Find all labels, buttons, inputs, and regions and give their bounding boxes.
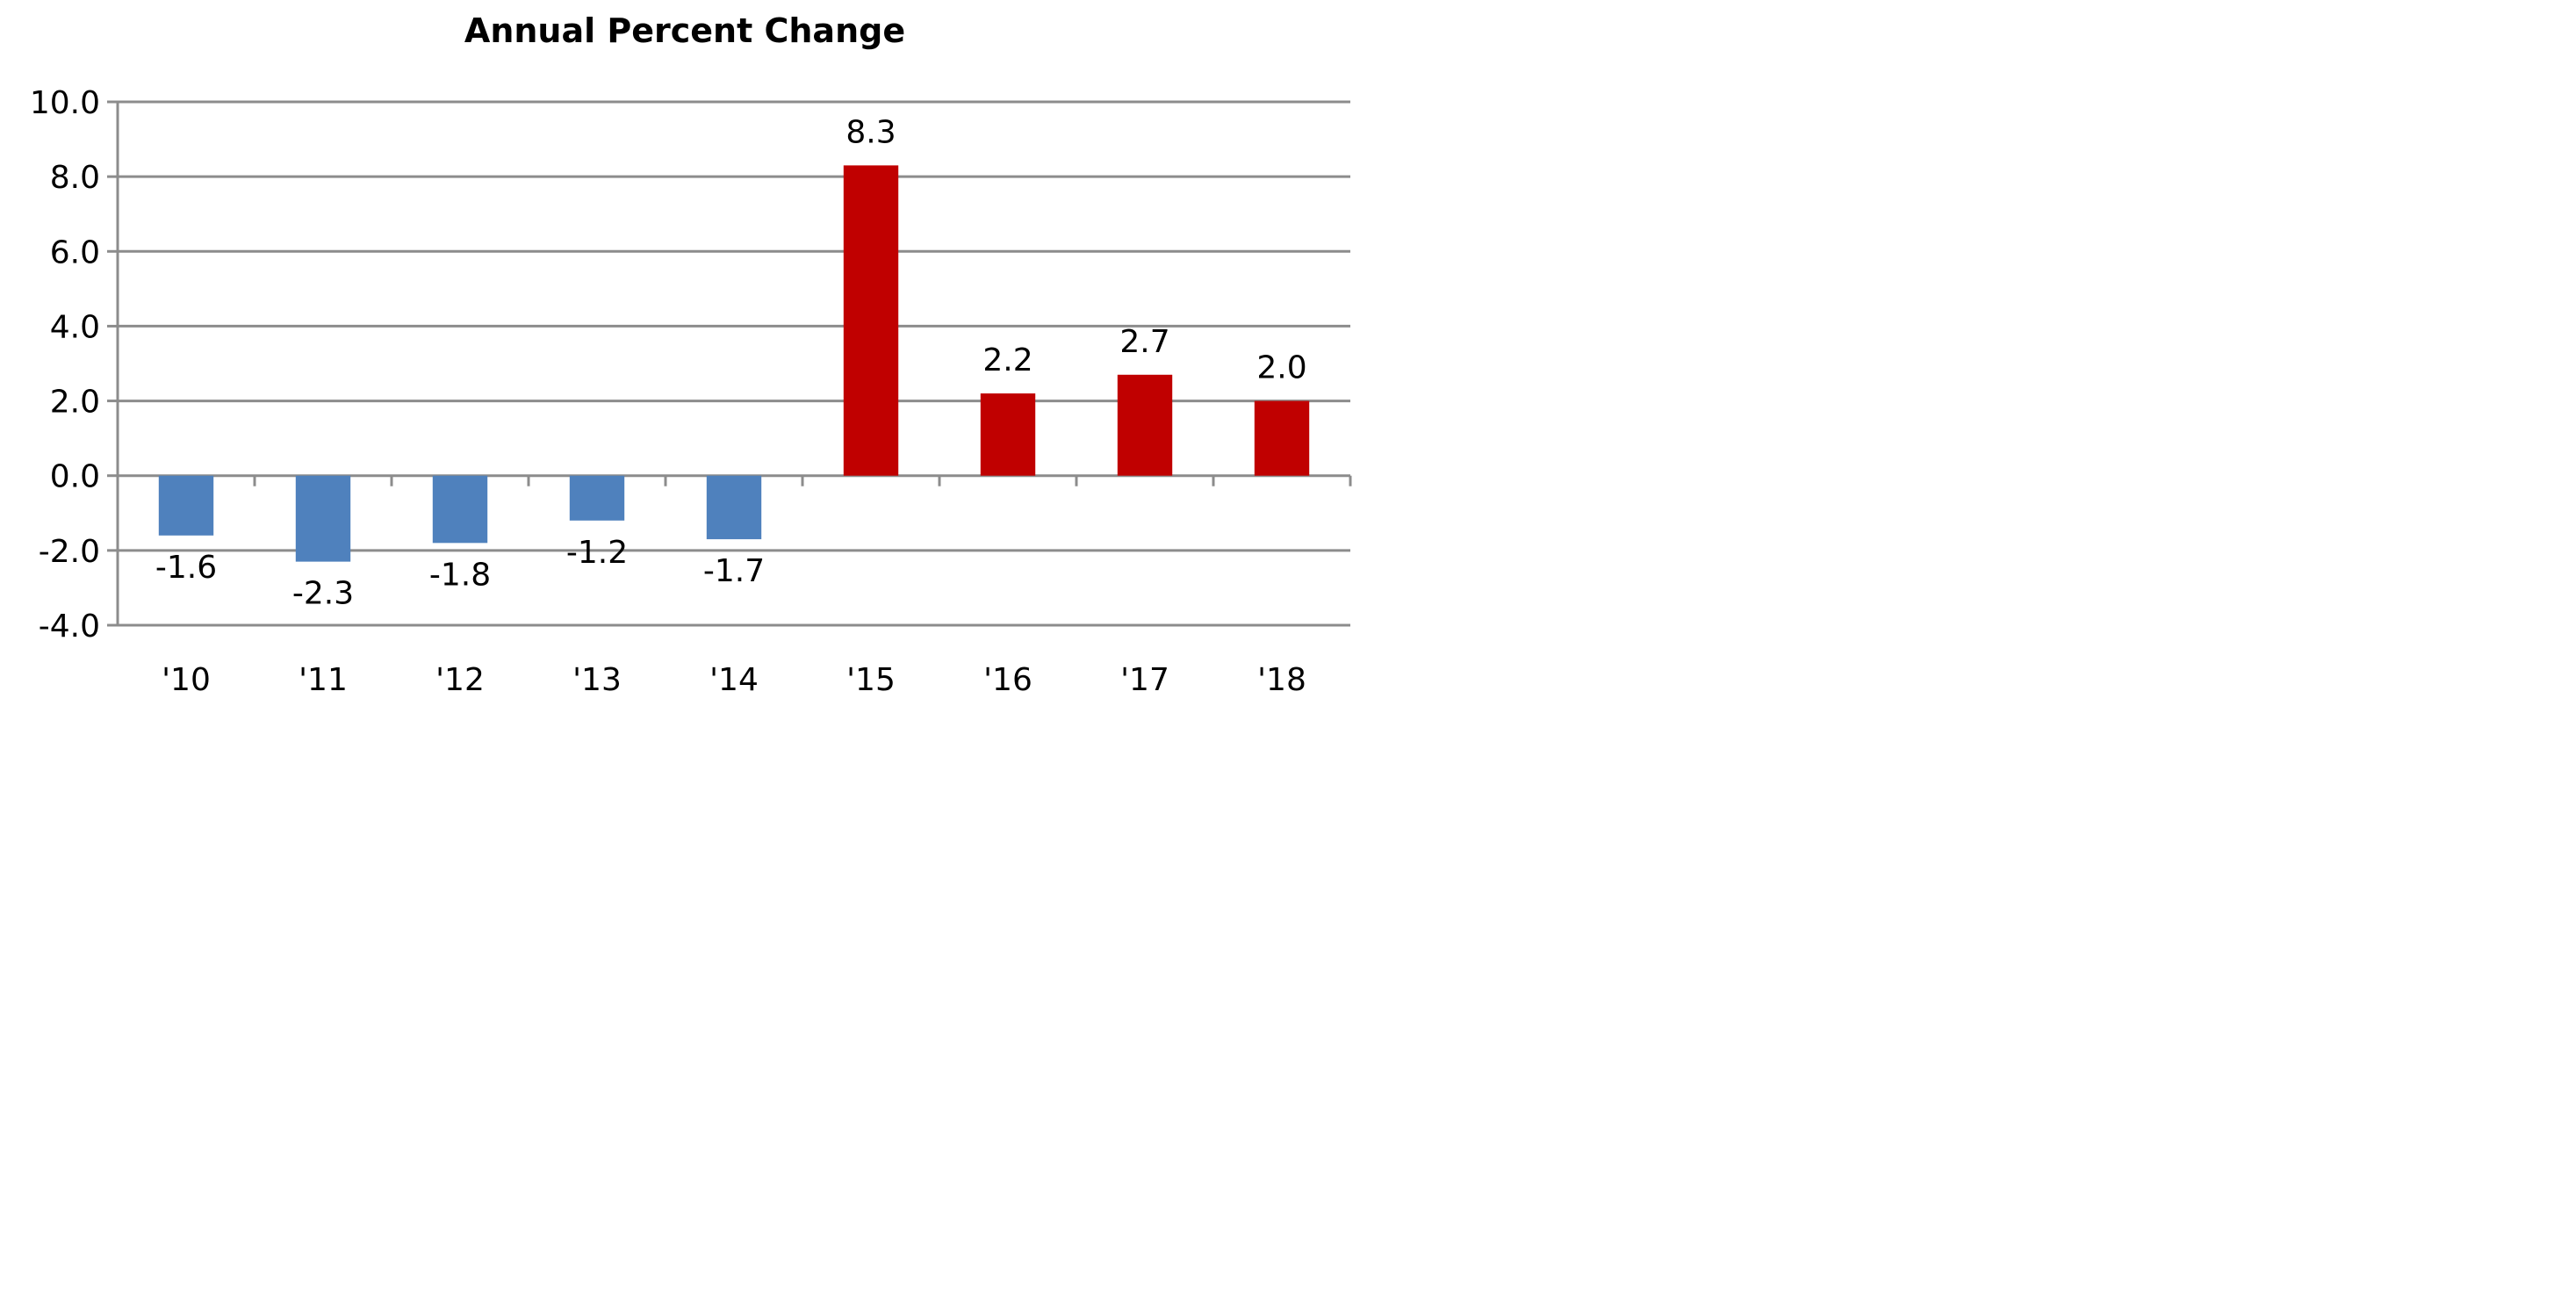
bar	[158, 475, 214, 536]
bar	[706, 475, 762, 540]
data-label: -1.7	[703, 553, 765, 589]
bar	[432, 475, 488, 544]
bar	[569, 475, 625, 521]
y-tick-label: 4.0	[50, 309, 100, 345]
x-tick-label: '14	[709, 662, 759, 698]
x-tick-label: '17	[1120, 662, 1169, 698]
bar	[1117, 374, 1173, 476]
x-tick-label: '11	[299, 662, 348, 698]
y-tick-label: 6.0	[50, 234, 100, 270]
bar	[1254, 400, 1310, 476]
bar	[980, 393, 1036, 476]
data-label: 2.0	[1256, 350, 1306, 386]
x-tick-label: '18	[1257, 662, 1306, 698]
x-tick-label: '13	[572, 662, 622, 698]
data-label: 8.3	[845, 114, 896, 150]
y-tick-label: 8.0	[50, 160, 100, 196]
data-label: -1.6	[155, 550, 217, 586]
data-label: 2.2	[982, 342, 1033, 378]
bar-layer	[158, 165, 1310, 562]
data-label: -1.8	[429, 557, 491, 593]
x-tick-label: '15	[846, 662, 896, 698]
data-label: 2.7	[1119, 324, 1169, 360]
y-tick-label: 0.0	[50, 459, 100, 495]
y-tick-label: -2.0	[39, 534, 100, 570]
x-tick-label: '16	[983, 662, 1033, 698]
data-label: -2.3	[292, 576, 354, 612]
chart-title: Annual Percent Change	[464, 11, 906, 50]
data-label: -1.2	[566, 535, 628, 571]
y-tick-label: 10.0	[30, 85, 100, 121]
bar	[843, 165, 899, 476]
y-tick-label: -4.0	[39, 609, 100, 645]
y-tick-label: 2.0	[50, 385, 100, 421]
x-tick-label: '10	[162, 662, 211, 698]
label-layer: 10.0 8.0 6.0 4.0 2.0 0.0 -2.0 -4.0 -1.6 '10 -2.3 '1…	[30, 85, 1307, 698]
bar	[295, 475, 351, 562]
x-tick-label: '12	[435, 662, 485, 698]
axis-layer	[107, 100, 1352, 627]
